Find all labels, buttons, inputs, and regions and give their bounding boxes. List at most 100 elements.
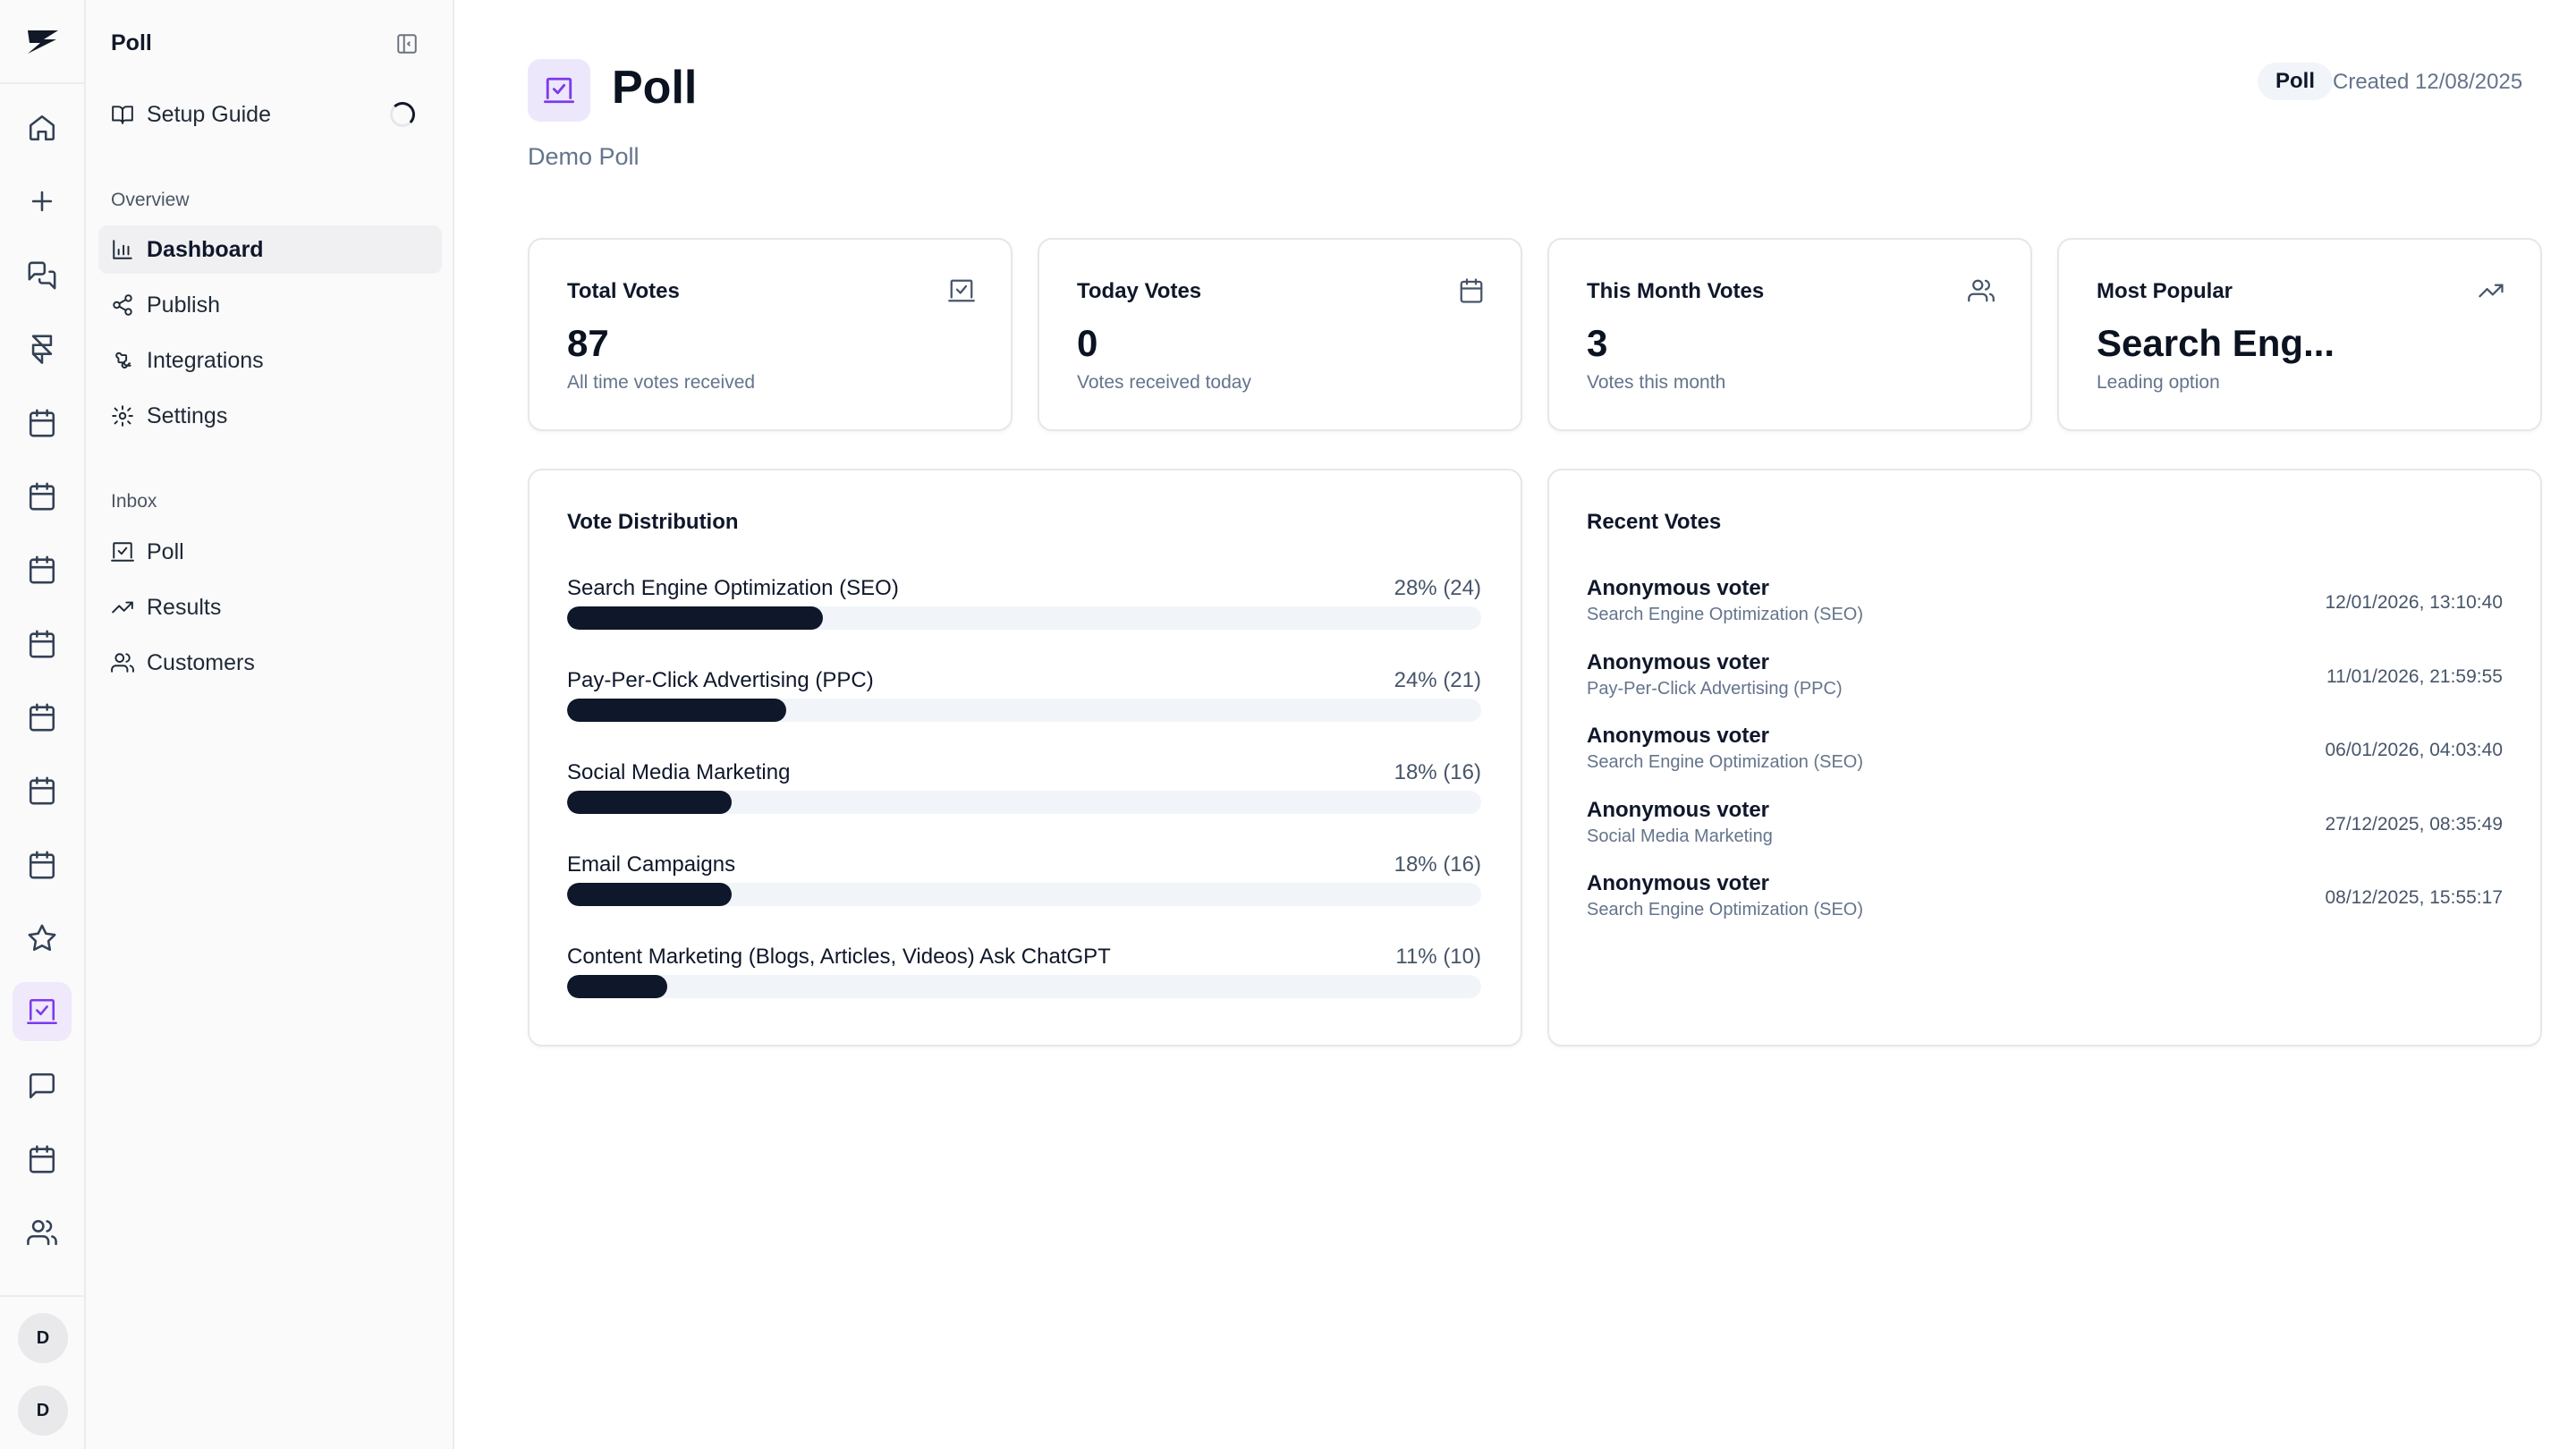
rail-framer[interactable] [13,319,72,378]
calendar-icon [29,851,55,879]
sidebar-item-label: Poll [147,538,184,564]
progress-track [567,883,1481,906]
recent-votes-card: Recent Votes Anonymous voter Search Engin… [1547,469,2542,1046]
voter-name: Anonymous voter [1587,797,1770,822]
rail-calendar-8[interactable] [13,1130,72,1189]
progress-fill [567,883,732,906]
voter-choice: Search Engine Optimization (SEO) [1587,605,1864,624]
avatar[interactable]: D [18,1385,68,1436]
rail-calendar-7[interactable] [13,835,72,894]
voter-name: Anonymous voter [1587,871,1770,895]
sidebar-item-setup-guide[interactable]: Setup Guide [98,90,442,139]
stat-value: 0 [1077,322,1098,364]
option-percentage: 24% (21) [1394,668,1481,692]
progress-track [567,975,1481,998]
calendar-icon [29,555,55,584]
sidebar-item-label: Settings [147,402,228,428]
sidebar-item-results[interactable]: Results [98,583,442,631]
list-item: Anonymous voter Search Engine Optimizatio… [1587,724,2503,797]
users-icon [27,1219,57,1246]
section-label-inbox: Inbox [111,491,157,512]
type-badge: Poll [2258,63,2334,100]
rail-messages[interactable] [13,246,72,305]
panel-left-icon [397,34,417,54]
option-label: Content Marketing (Blogs, Articles, Vide… [567,945,1111,969]
icon-rail: D D [0,0,86,1449]
calendar-icon [29,409,55,437]
list-item: Anonymous voter Social Media Marketing 27/… [1587,798,2503,871]
sidebar-item-dashboard[interactable]: Dashboard [98,225,442,274]
bar-chart-icon [113,240,132,259]
progress-fill [567,975,668,998]
calendar-icon [29,1145,55,1174]
sidebar-item-label: Integrations [147,347,264,373]
vote-timestamp: 06/01/2026, 04:03:40 [2325,740,2503,760]
stat-description: Votes this month [1587,372,1726,393]
rail-poll[interactable] [13,982,72,1041]
poll-icon [544,77,574,104]
users-icon [1968,279,1995,302]
progress-spinner-icon [390,102,415,127]
progress-fill [567,699,787,722]
page-title: Poll [612,62,698,114]
rail-divider [0,82,86,84]
progress-fill [567,791,732,814]
collapse-sidebar-button[interactable] [394,30,420,57]
app-logo-icon[interactable] [0,20,86,64]
list-item: Anonymous voter Search Engine Optimizatio… [1587,871,2503,945]
rail-star[interactable] [13,909,72,968]
progress-track [567,699,1481,722]
chat-icon [29,1072,55,1099]
book-open-icon [112,106,133,124]
rail-calendar-3[interactable] [13,540,72,599]
sidebar-item-label: Publish [147,292,220,318]
sidebar-item-publish[interactable]: Publish [98,281,442,329]
rail-chat[interactable] [13,1056,72,1115]
sidebar: Poll Setup Guide Overview Dashboard Publ… [86,0,454,1449]
framer-icon [31,335,53,364]
puzzle-icon [115,352,131,369]
sidebar-item-integrations[interactable]: Integrations [98,336,442,385]
distribution-row: Content Marketing (Blogs, Articles, Vide… [567,945,1481,1016]
rail-add[interactable] [13,172,72,231]
page-subtitle: Demo Poll [528,143,640,170]
sidebar-title: Poll [111,30,152,55]
sidebar-item-settings[interactable]: Settings [98,392,442,440]
rail-users[interactable] [13,1203,72,1262]
option-percentage: 18% (16) [1394,760,1481,784]
voter-name: Anonymous voter [1587,649,1770,674]
poll-icon [27,998,57,1025]
stat-card-total-votes: Total Votes 87 All time votes received [528,238,1013,431]
plus-icon [31,191,53,212]
distribution-row: Search Engine Optimization (SEO) 28% (24) [567,576,1481,648]
rail-calendar-4[interactable] [13,614,72,674]
progress-fill [567,606,824,630]
stat-value: 3 [1587,322,1608,364]
progress-track [567,606,1481,630]
voter-choice: Search Engine Optimization (SEO) [1587,752,1864,772]
rail-calendar-6[interactable] [13,761,72,820]
poll-icon [948,279,975,302]
calendar-icon [29,482,55,511]
sidebar-item-label: Dashboard [147,236,264,262]
calendar-icon [1460,278,1483,303]
avatar[interactable]: D [18,1313,68,1363]
list-item: Anonymous voter Pay-Per-Click Advertising… [1587,650,2503,724]
star-icon [28,924,56,952]
voter-choice: Search Engine Optimization (SEO) [1587,900,1864,919]
rail-calendar-2[interactable] [13,467,72,526]
sidebar-item-customers[interactable]: Customers [98,639,442,687]
rail-calendar-1[interactable] [13,394,72,453]
option-percentage: 11% (10) [1395,945,1481,969]
trending-up-icon [2479,284,2504,298]
sidebar-item-poll[interactable]: Poll [98,528,442,576]
voter-choice: Pay-Per-Click Advertising (PPC) [1587,678,1843,699]
sidebar-item-label: Setup Guide [147,101,271,127]
rail-calendar-5[interactable] [13,688,72,747]
stat-value: 87 [567,322,609,364]
vote-timestamp: 12/01/2026, 13:10:40 [2325,592,2503,613]
stat-label: Most Popular [2097,279,2233,303]
rail-home[interactable] [13,98,72,157]
voter-choice: Social Media Marketing [1587,826,1773,846]
option-label: Pay-Per-Click Advertising (PPC) [567,668,874,692]
